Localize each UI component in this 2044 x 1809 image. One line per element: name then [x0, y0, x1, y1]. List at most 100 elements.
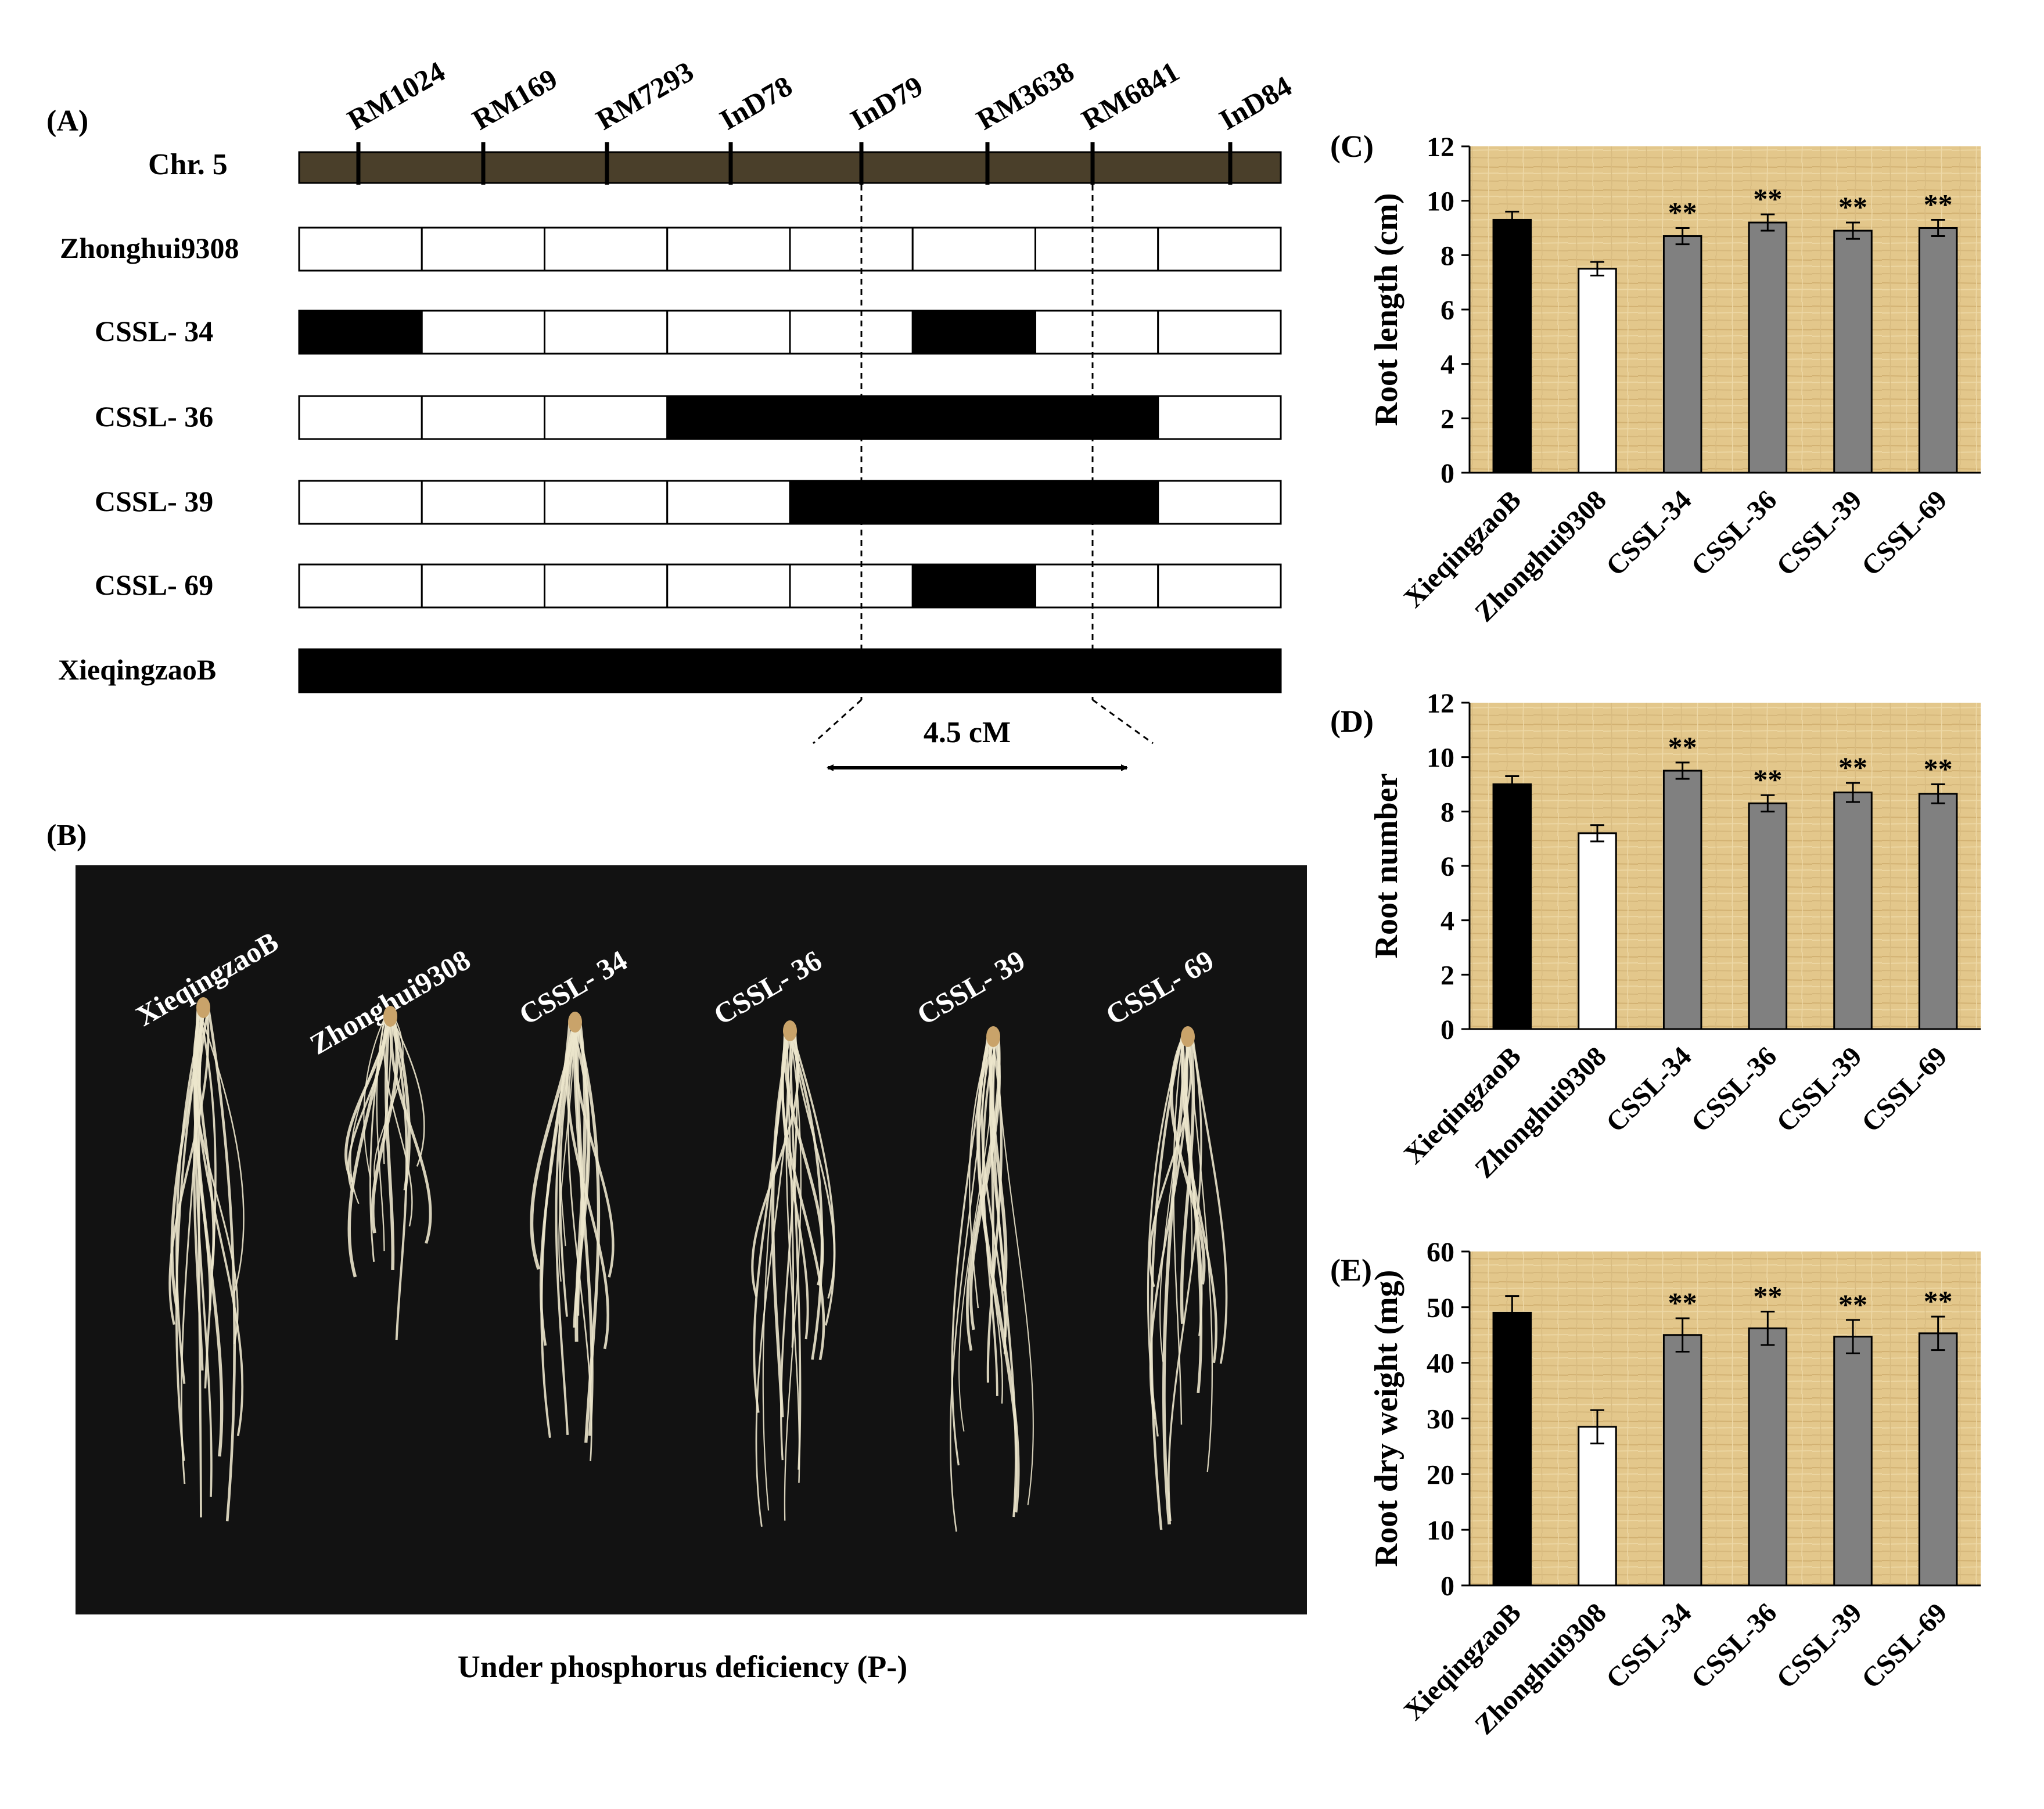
marker-label: RM3638: [971, 55, 1080, 136]
y-tick-label: 30: [1427, 1404, 1454, 1435]
genotype-segment: [544, 563, 669, 609]
y-tick-label: 10: [1427, 186, 1454, 217]
genotype-segment: [1157, 310, 1282, 355]
y-tick-label: 8: [1441, 240, 1454, 271]
chromosome-label: Chr. 5: [148, 148, 228, 181]
y-tick-label: 20: [1427, 1459, 1454, 1490]
bar: [1662, 769, 1702, 1030]
plot-area: [1470, 146, 1981, 473]
genotype-segment: [544, 226, 669, 272]
y-tick-label: 0: [1441, 458, 1454, 489]
marker-label: InD78: [714, 69, 798, 136]
bar: [1918, 1332, 1958, 1587]
genotype-segment: [1157, 480, 1282, 525]
y-tick-label: 4: [1441, 350, 1454, 380]
genotype-segment: [544, 310, 669, 355]
x-tick-label: CSSL-34: [1600, 1041, 1698, 1138]
bar: [1918, 793, 1958, 1030]
y-tick-label: 6: [1441, 851, 1454, 882]
bar: [1833, 229, 1873, 474]
significance-marker: **: [1668, 1286, 1697, 1319]
genotype-segment: [421, 395, 545, 440]
y-tick-label: 12: [1427, 132, 1454, 163]
y-tick-label: 0: [1441, 1015, 1454, 1045]
genotype-row-label: Zhonghui9308: [60, 232, 239, 264]
significance-marker: **: [1668, 731, 1697, 763]
plant-root: [168, 997, 245, 1522]
genotype-segment: [666, 226, 791, 272]
plant-root: [949, 1026, 1034, 1532]
genotype-segment: [298, 480, 423, 525]
bar: [1748, 1327, 1788, 1587]
genotype-segment: [298, 226, 423, 272]
bar: [1662, 1334, 1702, 1587]
panel-label: (C): [1330, 129, 1374, 164]
y-tick-label: 10: [1427, 743, 1454, 774]
genotype-segment: [789, 226, 914, 272]
genotype-row-label: CSSL- 69: [95, 569, 213, 601]
plant-root: [751, 1020, 836, 1527]
bar: [1578, 268, 1617, 474]
genotype-segment: [1034, 480, 1159, 525]
root-drawings: [168, 997, 1228, 1532]
x-tick-label: CSSL-39: [1770, 1597, 1868, 1695]
genotype-segment: [298, 648, 1282, 693]
genotype-row-label: CSSL- 39: [95, 485, 213, 517]
photo-caption: Under phosphorus deficiency (P-): [458, 1649, 908, 1684]
qtl-interval: 4.5 cM: [812, 174, 1154, 771]
significance-marker: **: [1753, 182, 1782, 215]
x-tick-label: CSSL-39: [1770, 1041, 1868, 1138]
marker-label: RM169: [467, 62, 563, 136]
panel-label: (E): [1330, 1253, 1372, 1287]
bar: [1578, 1426, 1617, 1587]
y-tick-label: 8: [1441, 797, 1454, 828]
genotype-segment: [421, 480, 545, 525]
plant-root: [530, 1012, 615, 1462]
panel-a-genotype-map: (A) Chr. 5 RM1024 RM169 RM7293 InD78 InD79 RM…: [46, 55, 1298, 771]
genotype-segment: [666, 480, 791, 525]
bar: [1492, 218, 1532, 474]
genotype-segment: [1157, 563, 1282, 609]
x-tick-label: CSSL-39: [1770, 484, 1868, 582]
plant-root: [344, 1006, 432, 1340]
genotype-segment: [298, 310, 423, 355]
genotype-segment: [911, 480, 1036, 525]
genotype-segment: [666, 310, 791, 355]
genotype-segment: [789, 395, 914, 440]
genotype-segment: [1034, 395, 1159, 440]
bar: [1748, 802, 1788, 1030]
genotype-segment: [1034, 563, 1159, 609]
genotype-segment: [1157, 395, 1282, 440]
panel-b-label: (B): [46, 819, 87, 852]
significance-marker: **: [1753, 763, 1782, 796]
x-tick-label: CSSL-69: [1856, 484, 1953, 582]
chromosome-bar: [298, 151, 1282, 184]
y-tick-label: 6: [1441, 295, 1454, 326]
x-tick-label: CSSL-34: [1600, 1597, 1698, 1695]
y-axis-label: Root length (cm): [1368, 193, 1404, 426]
genotype-segment: [421, 226, 545, 272]
genotype-segment: [544, 395, 669, 440]
y-tick-label: 12: [1427, 688, 1454, 719]
bar: [1492, 1311, 1532, 1587]
genotype-segment: [1034, 310, 1159, 355]
y-tick-label: 2: [1441, 960, 1454, 991]
genotype-segment: [421, 563, 545, 609]
marker-label: RM6841: [1076, 55, 1185, 136]
x-tick-label: CSSL-34: [1600, 484, 1698, 582]
plot-area: [1470, 703, 1981, 1029]
genotype-segment: [298, 395, 423, 440]
genotype-segment: [789, 563, 914, 609]
marker-label: InD79: [845, 69, 929, 136]
significance-marker: **: [1838, 190, 1867, 223]
plant-root: [1147, 1026, 1228, 1530]
genotype-segment: [911, 310, 1036, 355]
bar: [1492, 783, 1532, 1030]
y-tick-label: 60: [1427, 1237, 1454, 1268]
panel-label: (D): [1330, 704, 1374, 739]
genotype-row-label: XieqingzaoB: [58, 653, 216, 686]
